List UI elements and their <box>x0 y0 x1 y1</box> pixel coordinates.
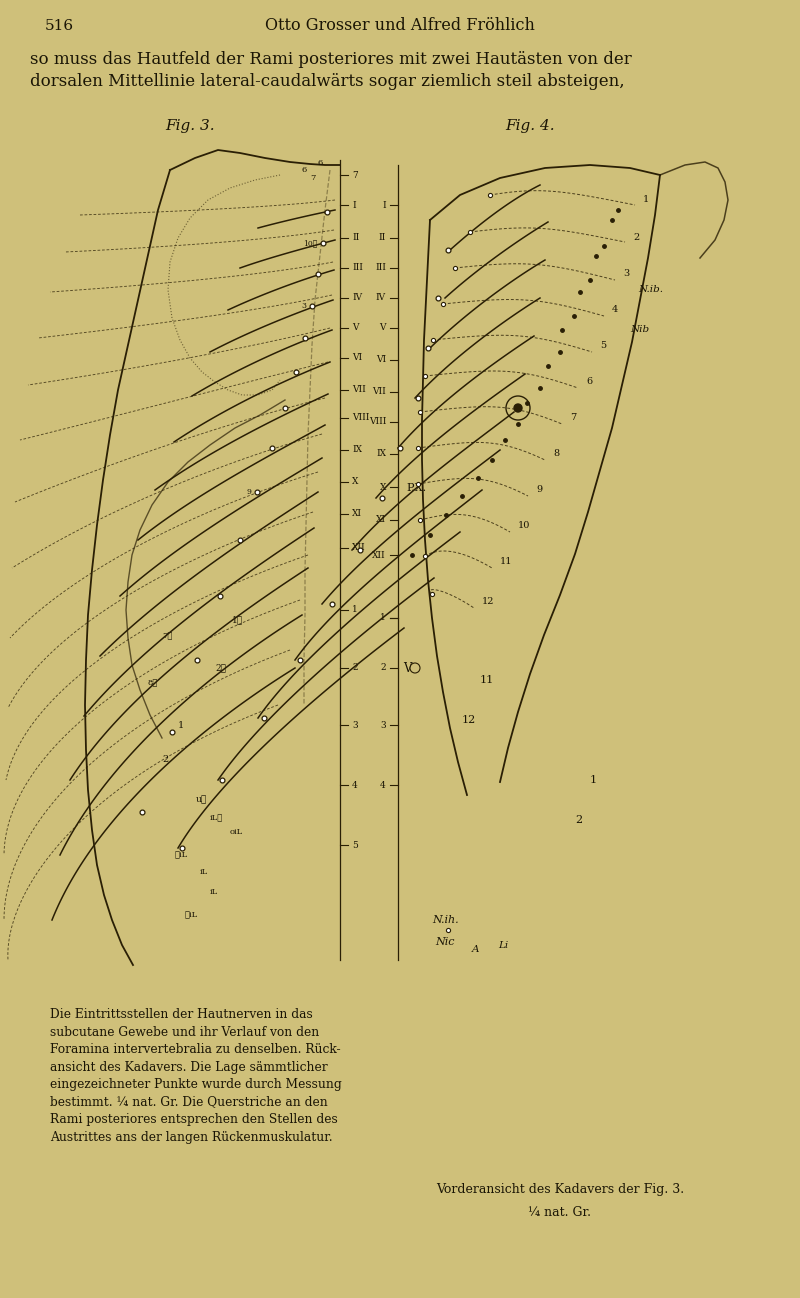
Text: X: X <box>352 478 358 487</box>
Text: II: II <box>378 234 386 243</box>
Text: ¼ nat. Gr.: ¼ nat. Gr. <box>529 1206 591 1219</box>
Text: 2: 2 <box>380 663 386 672</box>
Text: N.ib.: N.ib. <box>638 286 663 295</box>
Text: iL⃘: iL⃘ <box>210 814 223 822</box>
Text: XI: XI <box>376 515 386 524</box>
Text: Otto Grosser und Alfred Fröhlich: Otto Grosser und Alfred Fröhlich <box>265 17 535 35</box>
Text: X: X <box>380 483 386 492</box>
Text: 4: 4 <box>380 780 386 789</box>
Text: 7⃘: 7⃘ <box>162 632 172 640</box>
Text: 8⃘: 8⃘ <box>148 679 158 687</box>
Text: I: I <box>382 200 386 209</box>
Text: 5: 5 <box>600 341 606 350</box>
Text: Nib: Nib <box>630 326 649 335</box>
Text: V: V <box>379 323 386 332</box>
Text: 1: 1 <box>380 614 386 623</box>
Text: V: V <box>352 323 358 332</box>
Text: so muss das Hautfeld der Rami posteriores mit zwei Hautästen von der: so muss das Hautfeld der Rami posteriore… <box>30 52 632 69</box>
Text: 12: 12 <box>462 715 476 726</box>
Text: 7: 7 <box>310 174 315 182</box>
Text: IX: IX <box>376 449 386 458</box>
Text: XII: XII <box>372 550 386 559</box>
Text: 12: 12 <box>482 597 494 605</box>
Text: iL: iL <box>200 868 208 876</box>
Text: 3: 3 <box>623 270 630 279</box>
Text: 10⃘: 10⃘ <box>302 239 317 247</box>
Text: Die Eintrittsstellen der Hautnerven in das
subcutane Gewebe und ihr Verlauf von : Die Eintrittsstellen der Hautnerven in d… <box>50 1009 342 1144</box>
Text: 1: 1 <box>643 196 650 205</box>
Text: IX: IX <box>352 445 362 454</box>
Text: 9: 9 <box>246 488 251 496</box>
Text: 2⃘: 2⃘ <box>215 663 226 672</box>
Text: 2: 2 <box>352 663 358 672</box>
Text: 7: 7 <box>352 170 358 179</box>
Text: 5: 5 <box>352 841 358 849</box>
Text: 9: 9 <box>536 485 542 495</box>
Text: Fig. 3.: Fig. 3. <box>165 119 215 132</box>
Text: Nic: Nic <box>435 937 454 948</box>
Text: 2: 2 <box>162 755 168 765</box>
Text: XI: XI <box>352 510 362 518</box>
Text: iL: iL <box>210 888 218 896</box>
Text: ⃘iL: ⃘iL <box>175 851 188 859</box>
Text: I: I <box>352 200 356 209</box>
Text: 2: 2 <box>633 232 639 241</box>
Text: 11: 11 <box>500 558 513 566</box>
Text: II: II <box>352 234 359 243</box>
Text: XII: XII <box>352 544 366 553</box>
Text: V: V <box>403 662 411 675</box>
Text: ⃘iL: ⃘iL <box>185 911 198 919</box>
Text: IV: IV <box>352 293 362 302</box>
Text: 1: 1 <box>178 720 184 729</box>
Text: 1: 1 <box>590 775 597 785</box>
Circle shape <box>514 404 522 411</box>
Text: VII: VII <box>352 386 366 395</box>
Text: Li: Li <box>498 941 508 950</box>
Text: 6: 6 <box>302 166 307 174</box>
Text: N.ih.: N.ih. <box>432 915 458 925</box>
Text: 11: 11 <box>480 675 494 685</box>
Text: IV: IV <box>376 293 386 302</box>
Text: 3: 3 <box>352 720 358 729</box>
Text: 8: 8 <box>553 449 559 458</box>
Text: 1⃘: 1⃘ <box>232 615 243 624</box>
Text: VIII: VIII <box>369 418 386 427</box>
Text: 7: 7 <box>570 414 576 423</box>
Text: 10: 10 <box>518 522 530 531</box>
Text: VI: VI <box>352 353 362 362</box>
Text: VIII: VIII <box>352 414 370 423</box>
Text: 4: 4 <box>352 780 358 789</box>
Text: dorsalen Mittellinie lateral-caudalwärts sogar ziemlich steil absteigen,: dorsalen Mittellinie lateral-caudalwärts… <box>30 74 625 91</box>
Text: 3: 3 <box>380 720 386 729</box>
Text: P.X.: P.X. <box>406 483 426 493</box>
Text: 516: 516 <box>45 19 74 32</box>
Text: 4: 4 <box>612 305 618 314</box>
Text: oiL: oiL <box>230 828 243 836</box>
Text: u⃘: u⃘ <box>196 796 207 805</box>
Text: Fig. 4.: Fig. 4. <box>505 119 555 132</box>
Text: III: III <box>375 263 386 273</box>
Text: Vorderansicht des Kadavers der Fig. 3.: Vorderansicht des Kadavers der Fig. 3. <box>436 1184 684 1197</box>
Text: 3: 3 <box>301 302 306 310</box>
Text: VII: VII <box>372 388 386 396</box>
Text: III: III <box>352 263 363 273</box>
Text: A: A <box>472 945 479 954</box>
Text: 2: 2 <box>575 815 582 826</box>
Text: 6: 6 <box>318 158 323 167</box>
Text: 1: 1 <box>352 605 358 614</box>
Text: VI: VI <box>376 356 386 365</box>
Text: 6: 6 <box>586 378 592 387</box>
